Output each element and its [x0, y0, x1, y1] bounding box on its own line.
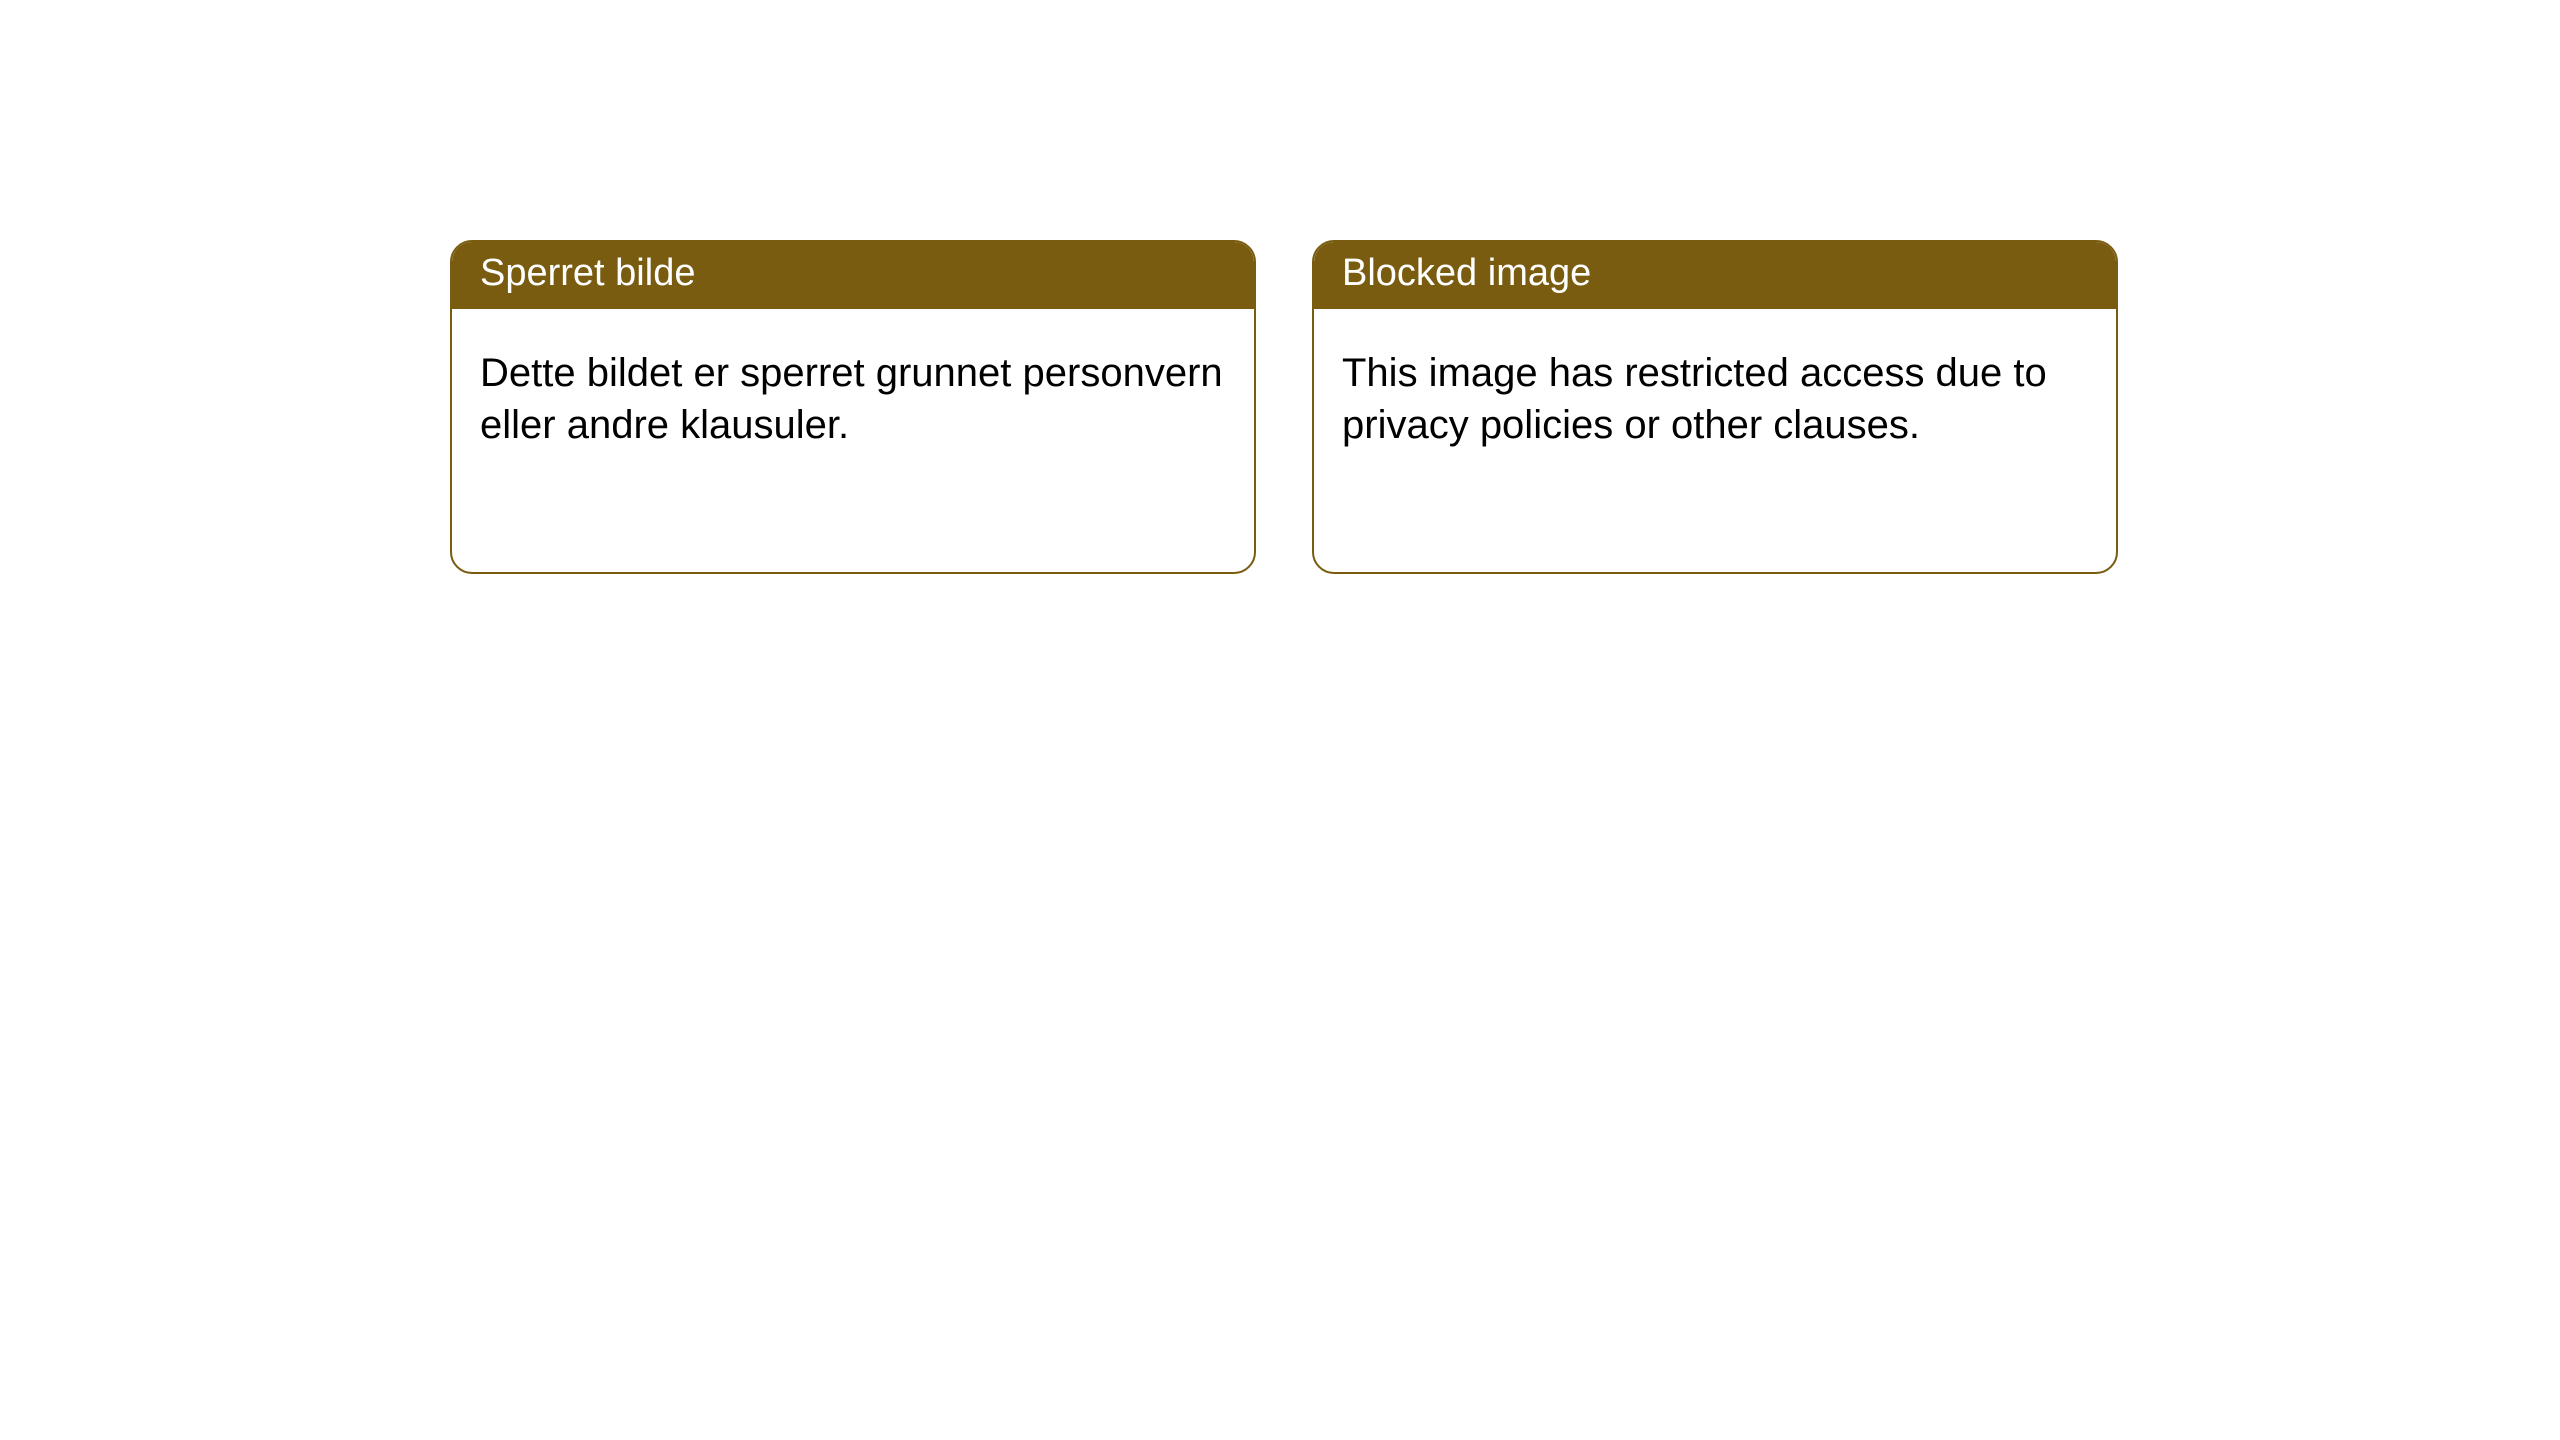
notice-card-english: Blocked image This image has restricted …	[1312, 240, 2118, 574]
notice-card-title: Sperret bilde	[452, 242, 1254, 309]
notice-card-norwegian: Sperret bilde Dette bildet er sperret gr…	[450, 240, 1256, 574]
notice-card-body: Dette bildet er sperret grunnet personve…	[452, 309, 1254, 489]
notice-card-body: This image has restricted access due to …	[1314, 309, 2116, 489]
notice-container: Sperret bilde Dette bildet er sperret gr…	[0, 0, 2560, 574]
notice-card-title: Blocked image	[1314, 242, 2116, 309]
